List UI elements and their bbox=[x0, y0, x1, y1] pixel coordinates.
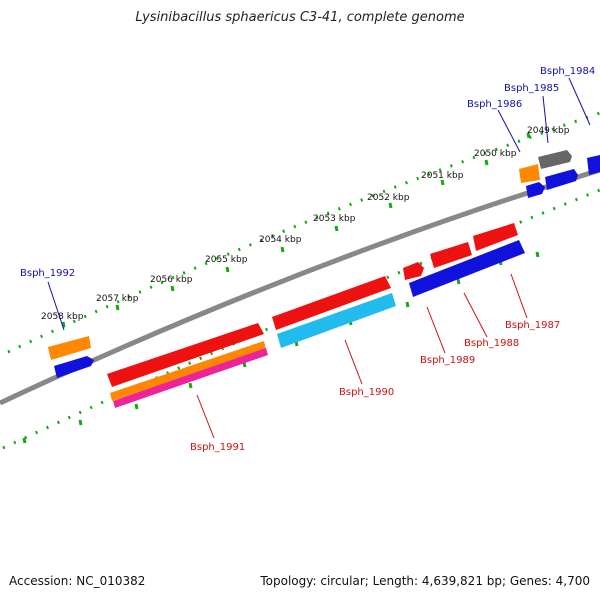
tick-label: 2054 kbp bbox=[259, 235, 302, 245]
gene-feature[interactable] bbox=[587, 155, 600, 175]
leader-line bbox=[542, 95, 549, 144]
gene-feature[interactable] bbox=[526, 182, 545, 198]
topology-text: Topology: circular; Length: 4,639,821 bp… bbox=[260, 574, 590, 588]
gene-feature[interactable] bbox=[277, 293, 396, 348]
tick-label: 2056 kbp bbox=[150, 275, 193, 285]
gene-feature[interactable] bbox=[113, 348, 268, 408]
tick-label: 2052 kbp bbox=[367, 193, 410, 203]
tick-label: 2050 kbp bbox=[474, 149, 517, 159]
leader-line bbox=[47, 281, 65, 331]
gene-feature[interactable] bbox=[110, 341, 266, 401]
leader-line bbox=[196, 394, 215, 439]
gene-label: Bsph_1991 bbox=[190, 442, 245, 453]
gene-label: Bsph_1986 bbox=[467, 99, 522, 110]
gene-label: Bsph_1989 bbox=[420, 355, 475, 366]
gene-feature[interactable] bbox=[54, 356, 94, 378]
gene-feature[interactable] bbox=[430, 242, 472, 268]
gene-feature[interactable] bbox=[519, 164, 540, 183]
gene-label: Bsph_1990 bbox=[339, 387, 394, 398]
gene-feature[interactable] bbox=[545, 169, 578, 190]
gene-feature[interactable] bbox=[473, 223, 518, 251]
tick-label: 2057 kbp bbox=[96, 294, 139, 304]
leader-line bbox=[344, 339, 363, 385]
tick-label: 2058 kbp bbox=[41, 312, 84, 322]
gene-feature[interactable] bbox=[403, 262, 424, 280]
gene-feature[interactable] bbox=[272, 276, 391, 330]
leader-line bbox=[510, 273, 528, 319]
outer-major-ticks bbox=[61, 132, 531, 328]
gene-label: Bsph_1984 bbox=[540, 66, 595, 77]
tick-label: 2053 kbp bbox=[313, 214, 356, 224]
gene-label: Bsph_1988 bbox=[464, 338, 519, 349]
leader-line bbox=[568, 77, 591, 126]
gene-feature[interactable] bbox=[538, 150, 572, 169]
accession-text: Accession: NC_010382 bbox=[9, 574, 146, 588]
features-top bbox=[48, 150, 600, 378]
leader-line bbox=[497, 109, 521, 153]
gene-feature[interactable] bbox=[107, 323, 264, 387]
map-title: Lysinibacillus sphaericus C3-41, complet… bbox=[135, 10, 465, 25]
gene-label: Bsph_1985 bbox=[504, 83, 559, 94]
genome-backbone bbox=[0, 167, 600, 406]
leader-line bbox=[463, 292, 488, 338]
leader-line bbox=[426, 306, 446, 354]
gene-feature[interactable] bbox=[409, 240, 525, 297]
features-center bbox=[107, 223, 525, 408]
gene-feature[interactable] bbox=[48, 336, 91, 360]
tick-label: 2055 kbp bbox=[205, 255, 248, 265]
gene-label: Bsph_1992 bbox=[20, 268, 75, 279]
tick-label: 2049 kbp bbox=[527, 126, 570, 136]
gene-label: Bsph_1987 bbox=[505, 320, 560, 331]
tick-label: 2051 kbp bbox=[421, 171, 464, 181]
